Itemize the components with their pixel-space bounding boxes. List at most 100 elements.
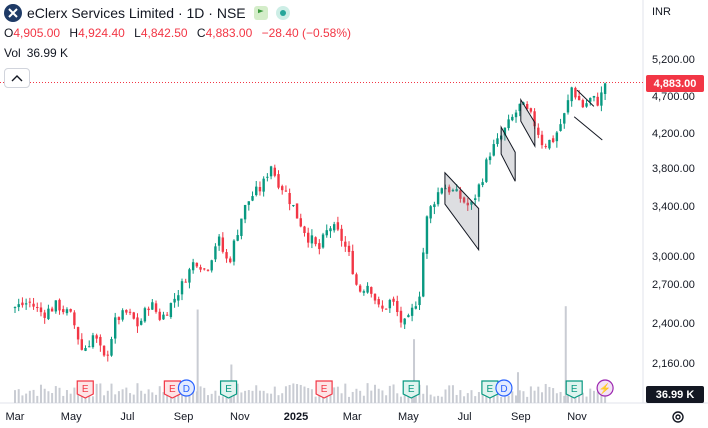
- candle-body: [195, 262, 199, 267]
- volume-bar: [370, 390, 373, 403]
- candle-body: [288, 193, 291, 205]
- volume-bar: [25, 393, 28, 403]
- candle-body: [574, 87, 577, 98]
- volume-bar: [403, 394, 406, 403]
- candle-body: [69, 309, 72, 312]
- volume-value: 36.99 K: [26, 46, 69, 60]
- candle-body: [232, 240, 236, 262]
- volume-bar: [466, 393, 469, 403]
- candle-body: [459, 190, 462, 199]
- candle-body: [436, 192, 440, 205]
- candle-body: [444, 188, 447, 190]
- volume-bar: [251, 390, 254, 403]
- volume-bar: [563, 395, 566, 403]
- volume-bar: [158, 386, 161, 403]
- candle-body: [448, 186, 451, 193]
- volume-bar: [318, 392, 321, 403]
- candle-body: [396, 300, 399, 312]
- close-value: 4,883.00: [205, 26, 253, 40]
- earnings-event-icon: [76, 380, 94, 399]
- candle-body: [503, 127, 507, 136]
- event-label: E: [408, 384, 415, 395]
- time-tick-label: 2025: [284, 411, 308, 423]
- candle-body: [381, 305, 384, 309]
- volume-bar: [73, 387, 76, 403]
- time-tick-label: May: [398, 411, 419, 423]
- volume-bar: [422, 393, 425, 403]
- change-value: −28.40 (−0.58%): [261, 26, 352, 40]
- candle-body: [165, 314, 169, 316]
- candle-body: [425, 216, 429, 254]
- candle-body: [303, 226, 306, 234]
- volume-bar: [485, 392, 488, 403]
- volume-bar: [273, 386, 276, 403]
- candle-body: [102, 345, 106, 356]
- candle-body: [492, 144, 495, 156]
- volume-bar: [507, 395, 510, 403]
- time-tick-label: Jul: [120, 411, 134, 423]
- candle-body: [236, 235, 239, 241]
- candle-body: [585, 103, 588, 107]
- candle-body: [54, 300, 58, 312]
- candle-body: [529, 108, 533, 112]
- volume-bar: [132, 394, 135, 403]
- volume-bar: [366, 383, 369, 403]
- volume-spike-bar: [413, 339, 416, 403]
- volume-bar: [299, 384, 302, 403]
- candle-body: [255, 186, 258, 196]
- currency-label[interactable]: INR: [652, 6, 671, 18]
- volume-bar: [307, 388, 310, 403]
- volume-bar: [396, 393, 399, 403]
- time-tick-label: Jul: [458, 411, 472, 423]
- candle-body: [470, 201, 473, 205]
- volume-bar: [32, 389, 35, 403]
- volume-bar: [348, 396, 351, 403]
- candle-body: [481, 182, 484, 186]
- gear-icon[interactable]: [670, 409, 686, 425]
- candle-body: [177, 295, 180, 301]
- candle-body: [581, 100, 585, 108]
- volume-bar: [39, 384, 42, 403]
- candle-body: [407, 315, 410, 318]
- volume-bar: [533, 390, 536, 403]
- last-price-tag: 4,883.00: [646, 75, 704, 92]
- volume-bar: [303, 386, 306, 403]
- market-status-icon[interactable]: [275, 6, 290, 20]
- volume-bar: [522, 391, 525, 403]
- candle-body: [362, 291, 366, 293]
- candle-body: [370, 287, 373, 294]
- volume-bar: [511, 391, 514, 403]
- volume-bar: [333, 387, 336, 403]
- candle-body: [210, 260, 213, 271]
- candle-body: [403, 318, 406, 325]
- volume-bar: [429, 394, 432, 403]
- volume-bar: [277, 395, 280, 403]
- candle-body: [600, 92, 603, 106]
- candle-body: [392, 298, 395, 302]
- candle-body: [214, 246, 217, 260]
- volume-bar: [314, 396, 317, 403]
- flag-icon[interactable]: [253, 6, 268, 20]
- volume-bar: [240, 392, 243, 403]
- candle-body: [251, 196, 254, 201]
- candle-body: [117, 317, 121, 320]
- price-tick-label: 2,400.00: [652, 318, 695, 330]
- volume-bar: [28, 390, 31, 403]
- collapse-legend-button[interactable]: [4, 68, 30, 88]
- symbol-title[interactable]: eClerx Services Limited · 1D · NSE: [27, 5, 246, 21]
- candle-body: [410, 307, 414, 316]
- price-tick-label: 3,000.00: [652, 251, 695, 263]
- candle-body: [596, 96, 599, 106]
- candle-body: [180, 281, 184, 295]
- candle-body: [121, 310, 124, 320]
- candle-body: [21, 302, 24, 306]
- candle-body: [184, 281, 187, 283]
- candle-body: [47, 308, 50, 320]
- volume-bar: [54, 386, 57, 403]
- candle-body: [240, 218, 243, 236]
- volume-bar: [581, 392, 584, 403]
- volume-bar: [184, 390, 187, 403]
- candle-body: [488, 156, 492, 161]
